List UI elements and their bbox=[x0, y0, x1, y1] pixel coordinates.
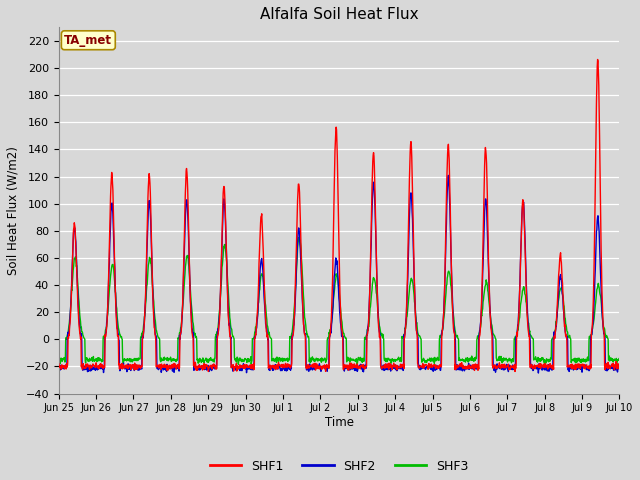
SHF2 bbox=[243, 363, 250, 369]
SHF3 bbox=[55, 354, 63, 360]
SHF2 bbox=[500, 363, 508, 369]
SHF2 bbox=[550, 335, 557, 341]
SHF3 bbox=[180, 296, 188, 301]
SHF3 bbox=[500, 357, 508, 363]
SHF1 bbox=[427, 363, 435, 369]
SHF1 bbox=[616, 365, 623, 371]
SHF1 bbox=[55, 361, 63, 367]
Legend: SHF1, SHF2, SHF3: SHF1, SHF2, SHF3 bbox=[205, 455, 473, 478]
SHF3 bbox=[353, 361, 361, 367]
SHF1 bbox=[180, 272, 188, 278]
SHF1 bbox=[166, 364, 173, 370]
SHF3 bbox=[550, 334, 557, 339]
Text: TA_met: TA_met bbox=[65, 34, 113, 47]
SHF2 bbox=[534, 370, 542, 376]
Y-axis label: Soil Heat Flux (W/m2): Soil Heat Flux (W/m2) bbox=[7, 146, 20, 275]
SHF2 bbox=[616, 365, 623, 371]
Line: SHF1: SHF1 bbox=[59, 60, 620, 372]
SHF2 bbox=[445, 172, 452, 178]
SHF2 bbox=[55, 369, 63, 375]
SHF1 bbox=[500, 362, 508, 368]
SHF3 bbox=[616, 355, 623, 361]
Title: Alfalfa Soil Heat Flux: Alfalfa Soil Heat Flux bbox=[260, 7, 419, 22]
SHF1 bbox=[205, 369, 212, 374]
Line: SHF2: SHF2 bbox=[59, 175, 620, 373]
SHF1 bbox=[594, 57, 602, 62]
SHF3 bbox=[243, 357, 250, 363]
SHF2 bbox=[166, 365, 173, 371]
SHF3 bbox=[427, 359, 435, 364]
Line: SHF3: SHF3 bbox=[59, 238, 620, 364]
X-axis label: Time: Time bbox=[324, 416, 353, 429]
SHF1 bbox=[549, 362, 557, 368]
SHF2 bbox=[426, 365, 434, 371]
SHF3 bbox=[295, 235, 303, 240]
SHF2 bbox=[180, 276, 188, 282]
SHF1 bbox=[243, 364, 250, 370]
SHF3 bbox=[166, 357, 173, 362]
